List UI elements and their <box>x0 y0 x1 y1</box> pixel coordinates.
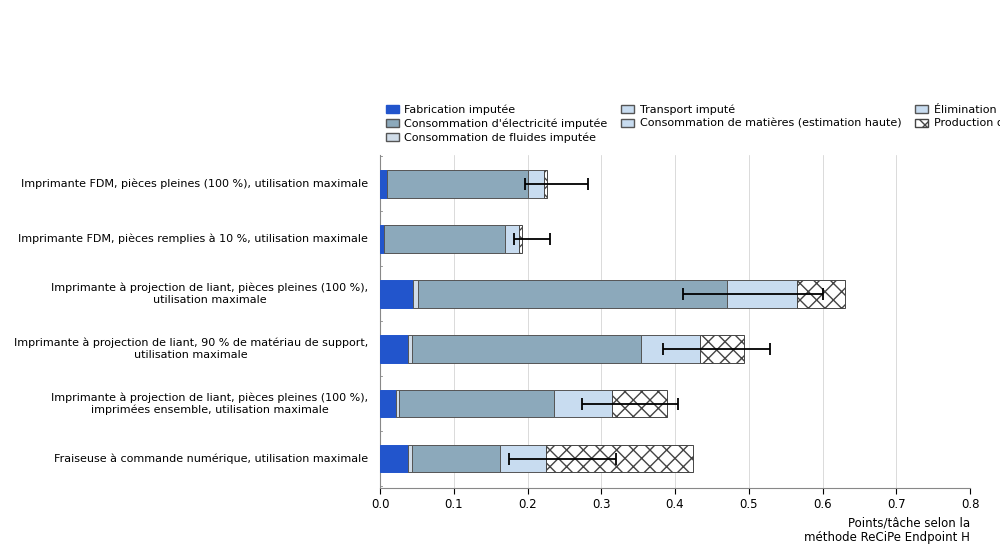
Bar <box>544 170 547 198</box>
Bar <box>528 170 544 198</box>
Bar <box>408 335 412 362</box>
Bar <box>380 445 408 473</box>
Bar <box>797 280 845 307</box>
Bar <box>700 335 744 362</box>
Bar <box>554 390 612 418</box>
Bar <box>380 335 408 362</box>
Bar <box>387 170 528 198</box>
Bar <box>641 335 700 362</box>
Bar <box>380 390 396 418</box>
Bar <box>408 445 412 473</box>
X-axis label: Points/tâche selon la
méthode ReCiPe Endpoint H: Points/tâche selon la méthode ReCiPe End… <box>804 516 970 545</box>
Bar <box>380 280 413 307</box>
Bar <box>413 280 418 307</box>
Bar <box>612 390 667 418</box>
Bar <box>399 390 554 418</box>
Bar <box>519 225 522 253</box>
Bar <box>396 390 399 418</box>
Bar <box>727 280 797 307</box>
Bar <box>380 225 384 253</box>
Bar <box>380 170 387 198</box>
Bar <box>412 445 500 473</box>
Legend: Fabrication imputée, Consommation d'électricité imputée, Consommation de fluides: Fabrication imputée, Consommation d'élec… <box>386 103 1000 143</box>
Bar <box>505 225 519 253</box>
Bar <box>546 445 693 473</box>
Bar <box>384 225 505 253</box>
Bar <box>500 445 546 473</box>
Bar <box>418 280 727 307</box>
Bar <box>412 335 641 362</box>
